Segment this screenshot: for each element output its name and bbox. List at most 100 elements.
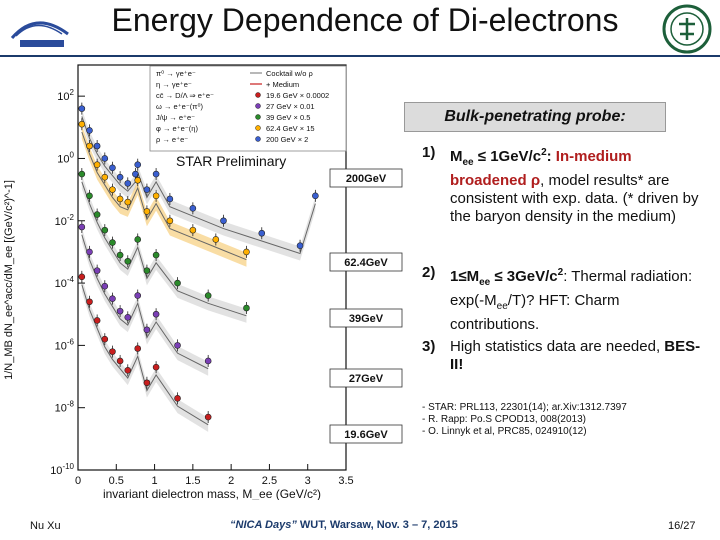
footer-event-quote: “NICA Days”: [230, 519, 297, 531]
energy-label-box: [329, 168, 403, 188]
data-point: [116, 251, 124, 259]
bulk-probe-heading: Bulk-penetrating probe:: [404, 102, 666, 132]
footer-event-rest: WUT, Warsaw, Nov. 3 – 7, 2015: [296, 519, 458, 531]
y-axis-label: 1/N_MB dN_ee^acc/dM_ee [(GeV/c²)^-1]: [3, 180, 15, 380]
x-tick-label: 1: [152, 475, 158, 487]
data-point: [134, 176, 142, 184]
point-2-text: : Thermal radiation: exp(-M: [450, 268, 693, 309]
point-1-text: ≤ 1GeV/c: [473, 148, 542, 165]
energy-label-text: 27GeV: [349, 373, 384, 385]
point-1-text: M: [450, 148, 463, 165]
data-point: [101, 173, 109, 181]
y-tick-label: 10-10: [50, 462, 74, 477]
data-point: [143, 267, 151, 274]
data-point: [101, 335, 109, 343]
point-2: 2) 1≤Mee ≤ 3GeV/c2: Thermal radiation: e…: [422, 264, 712, 333]
data-point: [93, 211, 101, 218]
data-point: [204, 357, 212, 365]
data-point: [93, 317, 101, 324]
reference-item: - R. Rapp: Po.S CPOD13, 008(2013): [422, 414, 586, 425]
data-point: [152, 310, 160, 318]
y-tick-exponent: -8: [67, 400, 75, 409]
point-3: 3) High statistics data are needed, BES-…: [422, 338, 712, 378]
data-point: [124, 198, 132, 206]
point-1-sub: ee: [462, 157, 474, 168]
energy-label-text: 39GeV: [349, 313, 384, 325]
data-point: [174, 342, 181, 349]
energy-label-box: [329, 368, 403, 388]
data-point: [109, 295, 116, 302]
data-point: [134, 292, 142, 299]
data-point: [166, 195, 174, 203]
legend-entry: ρ → e⁺e⁻: [156, 135, 188, 144]
point-2-sup: 2: [557, 267, 564, 278]
data-point: [204, 413, 212, 421]
energy-label: 39GeV: [329, 308, 403, 328]
point-1-text: :: [546, 148, 556, 165]
point-1-sup: 2: [541, 147, 547, 158]
energy-label-text: 19.6GeV: [344, 429, 388, 441]
point-2-text: 1≤M: [450, 268, 480, 285]
data-point: [116, 173, 124, 181]
data-point: [78, 273, 86, 281]
data-point: [86, 248, 93, 256]
data-point: [86, 298, 93, 306]
y-tick-exponent: 2: [70, 88, 75, 97]
data-point: [166, 217, 174, 225]
legend-entry: η → γe⁺e⁻: [156, 80, 192, 89]
reference-item: - STAR: PRL113, 22301(14); ar.Xiv:1312.7…: [422, 402, 627, 413]
point-3-emphasis: BES-II!: [450, 338, 701, 373]
data-point: [134, 161, 142, 168]
institution-logo-icon: [10, 21, 69, 47]
star-preliminary-label: STAR Preliminary: [176, 153, 286, 169]
energy-label-text: 62.4GeV: [344, 257, 388, 269]
dielectron-mass-spectrum-chart: 0 0.5 1 1.5 2 2.5 3 3.510210010-210-410-610-810…: [3, 64, 403, 500]
legend-entry: 62.4 GeV × 15: [266, 124, 315, 133]
y-tick-exponent: -2: [67, 213, 75, 222]
reference-item: - O. Linnyk et al, PRC85, 024910(12): [422, 426, 587, 437]
point-1: 1) Mee ≤ 1GeV/c2: In-medium broadened ρ,…: [422, 144, 712, 252]
y-tick-label: 10-8: [55, 400, 75, 415]
x-tick-label: 3.5: [338, 475, 353, 487]
data-point: [143, 326, 151, 334]
university-seal-icon: [662, 4, 712, 54]
point-2-sub: ee: [496, 301, 508, 312]
references: - STAR: PRL113, 22301(14); ar.Xiv:1312.7…: [422, 402, 627, 438]
y-tick-base: 10: [57, 91, 69, 103]
page-number: 16/27: [668, 520, 696, 532]
data-point: [243, 248, 250, 256]
data-point: [78, 120, 86, 128]
data-point: [174, 279, 181, 287]
data-point: [174, 395, 181, 402]
cocktail-curve: [81, 284, 209, 426]
data-point: [109, 164, 116, 172]
data-point: [86, 127, 93, 134]
data-point: [204, 292, 212, 299]
energy-label-text: 200GeV: [346, 173, 387, 185]
energy-label: 19.6GeV: [329, 424, 403, 444]
model-band: [81, 277, 209, 432]
legend-marker: [255, 136, 261, 142]
legend-entry: 200 GeV × 2: [266, 135, 308, 144]
legend-entry: J/ψ → e⁺e⁻: [156, 113, 195, 122]
y-tick-exponent: -4: [67, 275, 75, 284]
y-tick-base: 10: [55, 340, 67, 352]
energy-label: 200GeV: [329, 168, 403, 188]
legend-marker: [255, 114, 261, 120]
x-tick-label: 3: [305, 475, 311, 487]
y-tick-exponent: -6: [67, 337, 75, 346]
legend-entry: Cocktail w/o ρ: [266, 69, 313, 78]
y-tick-base: 10: [55, 216, 67, 228]
x-axis-label: invariant dielectron mass, M_ee (GeV/c²): [103, 487, 321, 500]
x-tick-label: 2: [228, 475, 234, 487]
title-rule: [0, 55, 720, 57]
data-point: [152, 192, 160, 200]
cocktail-curve: [81, 234, 209, 370]
data-point: [143, 186, 151, 193]
data-point: [243, 304, 250, 312]
x-tick-label: 0: [75, 475, 81, 487]
data-point: [189, 226, 197, 234]
y-tick-base: 10: [57, 153, 69, 165]
data-point: [189, 205, 197, 212]
legend-box: [149, 65, 347, 152]
